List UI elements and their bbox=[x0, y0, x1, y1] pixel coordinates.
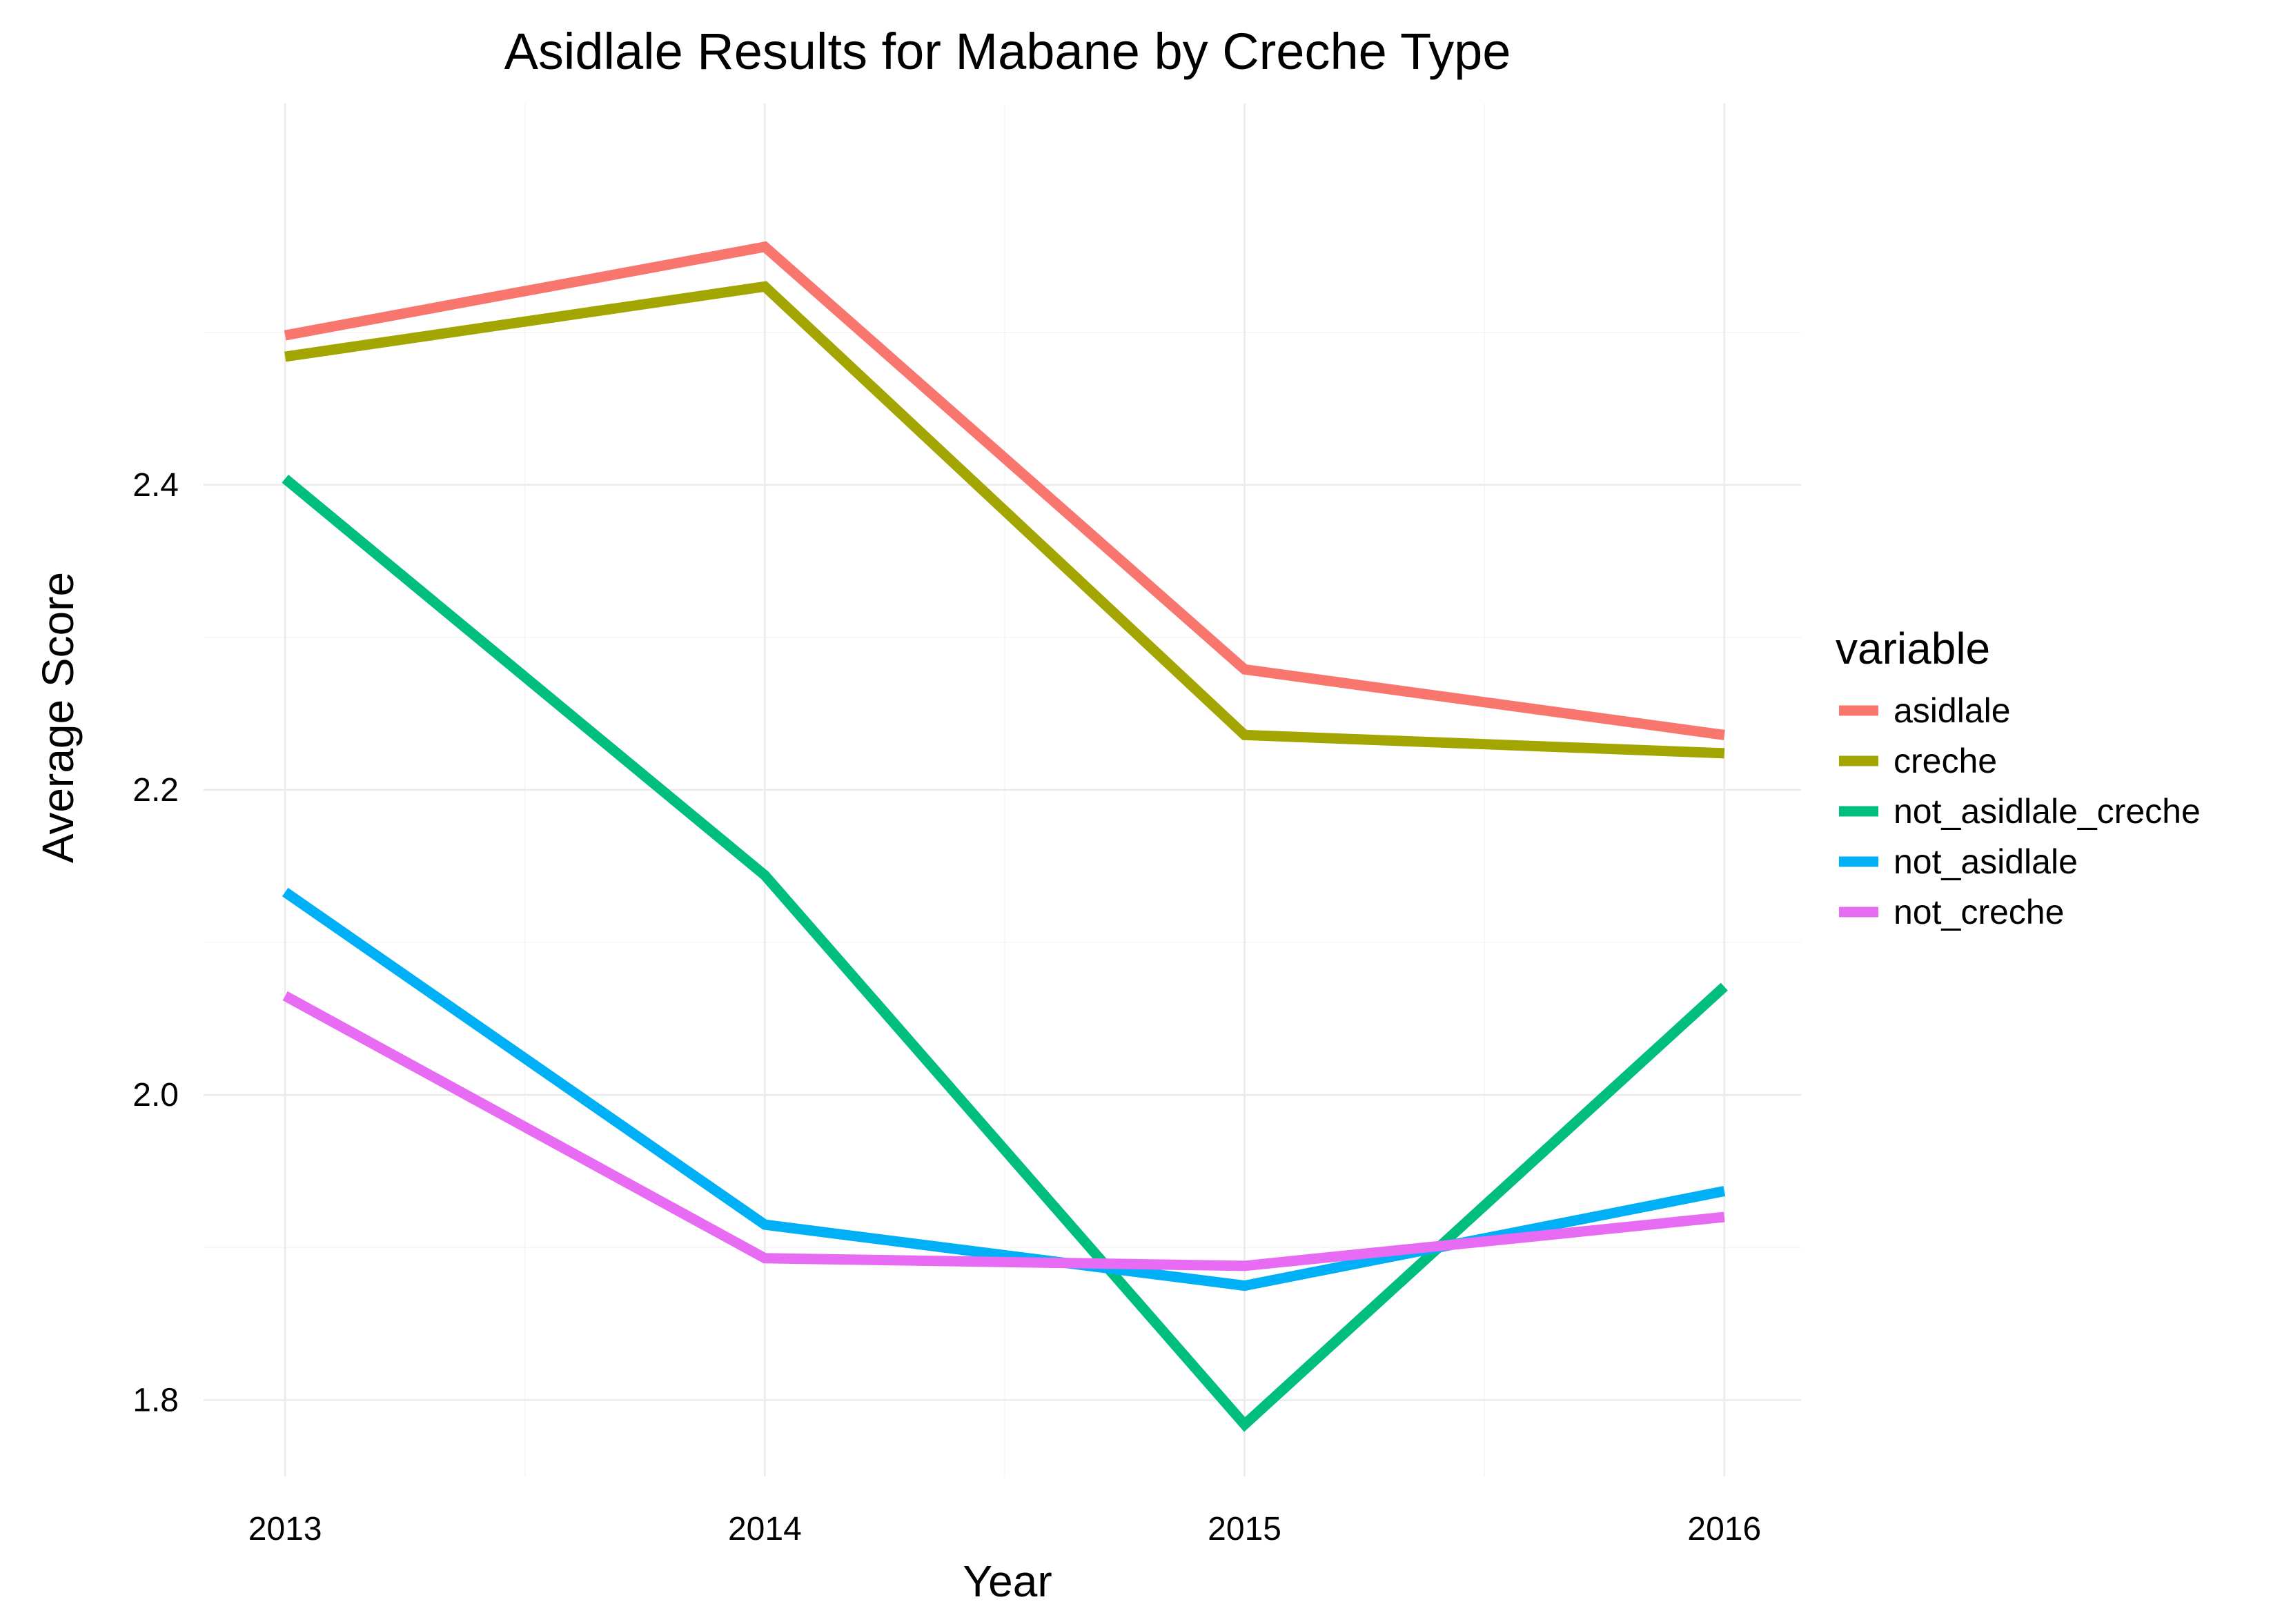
legend-label: not_asidlale_creche bbox=[1894, 792, 2201, 831]
chart-title: Asidlale Results for Mabane by Creche Ty… bbox=[504, 23, 1511, 80]
x-tick-label: 2016 bbox=[1687, 1511, 1761, 1547]
legend-label: not_creche bbox=[1894, 893, 2064, 931]
legend-item: not_asidlale_creche bbox=[1839, 792, 2201, 831]
y-axis: 1.8 2.0 2.2 2.4 bbox=[132, 467, 179, 1419]
y-tick-label: 2.4 bbox=[132, 467, 179, 504]
y-axis-title: Average Score bbox=[33, 572, 83, 863]
legend-label: creche bbox=[1894, 742, 1997, 780]
legend-label: not_asidlale bbox=[1894, 842, 2078, 881]
series-line-asidlale bbox=[284, 241, 1725, 740]
legend-item: not_asidlale bbox=[1839, 842, 2078, 881]
plot-series bbox=[282, 241, 1728, 1432]
legend-item: creche bbox=[1839, 742, 1997, 780]
x-axis: 2013 2014 2015 2016 bbox=[248, 1511, 1761, 1547]
y-tick-label: 2.2 bbox=[132, 772, 179, 809]
legend-label: asidlale bbox=[1894, 691, 2011, 730]
x-tick-label: 2013 bbox=[248, 1511, 322, 1547]
legend-item: not_creche bbox=[1839, 893, 2064, 931]
series-line-not-creche bbox=[282, 991, 1725, 1271]
legend: variable asidlale creche not_asidlale_crec… bbox=[1836, 624, 2201, 931]
x-tick-label: 2015 bbox=[1208, 1511, 1281, 1547]
series-line-creche bbox=[284, 281, 1725, 759]
y-tick-label: 1.8 bbox=[132, 1382, 179, 1418]
legend-item: asidlale bbox=[1839, 691, 2011, 730]
y-tick-label: 2.0 bbox=[132, 1077, 179, 1113]
x-tick-label: 2014 bbox=[728, 1511, 802, 1547]
legend-title: variable bbox=[1836, 624, 1990, 673]
x-axis-title: Year bbox=[963, 1556, 1052, 1606]
series-line-not-asidlale-creche bbox=[282, 475, 1728, 1432]
